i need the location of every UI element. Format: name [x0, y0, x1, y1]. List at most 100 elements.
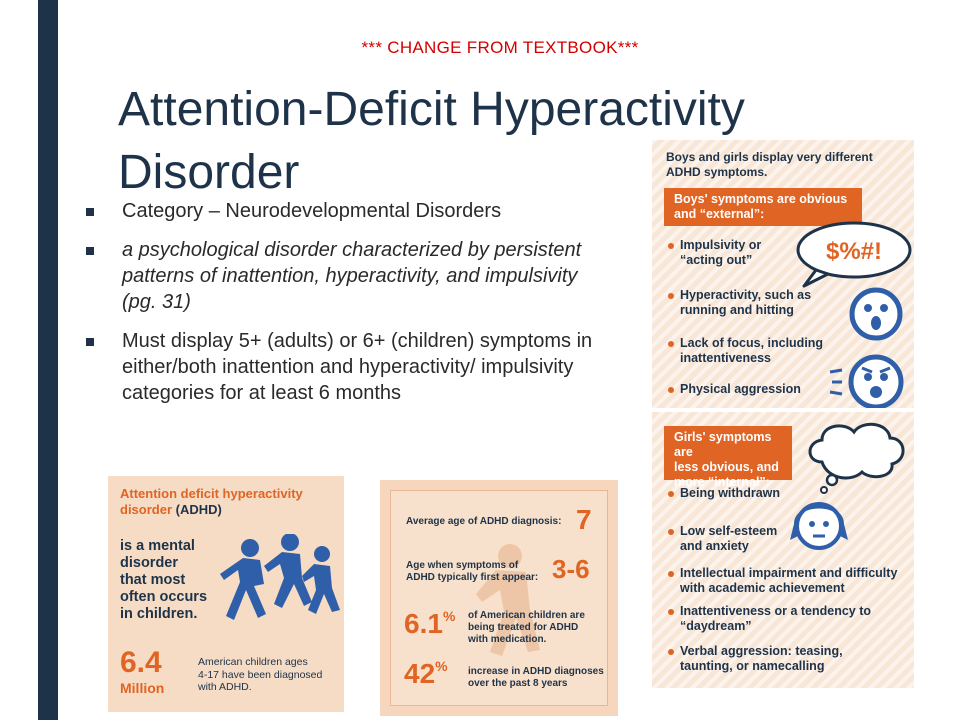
increase-value: 42	[404, 658, 436, 689]
boys-item: Impulsivity or “acting out”	[668, 238, 762, 268]
stat-line: with ADHD.	[198, 681, 252, 693]
faint-children-illustration	[476, 544, 540, 656]
increase-line: increase in ADHD diagnoses	[468, 666, 604, 677]
onset-line: ADHD typically first appear:	[406, 572, 539, 583]
bullet-text: Category – Neurodevelopmental Disorders	[122, 200, 502, 222]
item-line: Lack of focus, including	[680, 336, 824, 350]
symptoms-header: Boys and girls display very different AD…	[666, 150, 873, 180]
thought-cloud-icon	[808, 422, 905, 494]
increase-percent: 42%	[404, 658, 448, 690]
boys-box-text: Boys' symptoms are obvious and “external…	[674, 192, 847, 222]
girls-item: Intellectual impairment and difficulty wi…	[668, 566, 898, 596]
treated-line: being treated for ADHD	[468, 622, 579, 633]
heading-line-2: disorder	[120, 502, 176, 517]
girls-box: Girls' symptoms are less obvious, and mo…	[664, 426, 792, 489]
stat-description: American children ages 4-17 have been di…	[198, 656, 322, 694]
increase-unit: %	[435, 658, 448, 674]
worried-girl-face-icon	[790, 502, 848, 550]
onset-age-value: 3-6	[552, 554, 590, 584]
item-dot	[668, 571, 674, 577]
item-dot	[668, 293, 674, 299]
definition-line: is a mental	[120, 538, 195, 554]
boys-item: Physical aggression	[668, 382, 801, 397]
stats-frame	[390, 490, 608, 706]
definition-line: that most	[120, 572, 186, 588]
girls-item: Low self-esteem and anxiety	[668, 524, 778, 554]
boys-girls-symptoms-infographic: Boys and girls display very different AD…	[652, 140, 914, 688]
sidebar-bar	[38, 0, 58, 720]
item-dot	[668, 341, 674, 347]
title-line-2: Disorder	[118, 146, 300, 199]
girls-item: Inattentiveness or a tendency to “daydrea…	[668, 604, 871, 634]
treated-unit: %	[442, 608, 456, 624]
stat-line: American children ages	[198, 656, 308, 668]
avg-age-label: Average age of ADHD diagnosis:	[406, 516, 562, 527]
bullet-item: a psychological disorder characterized b…	[86, 237, 606, 315]
item-dot	[668, 529, 674, 535]
title-line-1: Attention-Deficit Hyperactivity	[118, 83, 745, 136]
increase-line: over the past 8 years	[468, 678, 568, 689]
bullet-marker	[86, 247, 94, 255]
item-line: Verbal aggression: teasing,	[680, 644, 843, 658]
item-line: Physical aggression	[680, 382, 801, 396]
item-dot	[668, 387, 674, 393]
onset-age-label: Age when symptoms of ADHD typically firs…	[406, 560, 538, 584]
bullet-item: Category – Neurodevelopmental Disorders	[86, 198, 606, 224]
heading-abbrev: (ADHD)	[175, 502, 222, 517]
avg-age-value: 7	[576, 504, 592, 535]
girls-box-line: less obvious, and	[674, 460, 779, 474]
bullet-marker	[86, 208, 94, 216]
item-dot	[668, 243, 674, 249]
item-line: “acting out”	[680, 253, 753, 267]
boys-item: Lack of focus, including inattentiveness	[668, 336, 824, 366]
header-line: Boys and girls display very different	[666, 150, 873, 164]
item-dot	[668, 491, 674, 497]
treated-line: of American children are	[468, 610, 585, 621]
bullet-list: Category – Neurodevelopmental Disorders …	[86, 198, 606, 419]
definition-line: often occurs	[120, 589, 208, 605]
item-line: Hyperactivity, such as	[680, 288, 812, 302]
girls-item: Being withdrawn	[668, 486, 780, 501]
boys-box: Boys' symptoms are obvious and “external…	[664, 188, 862, 226]
bullet-text: a psychological disorder characterized b…	[122, 239, 582, 313]
treated-line: with medication.	[468, 634, 547, 645]
boys-box-line: and “external”:	[674, 207, 765, 221]
section-divider	[652, 408, 914, 412]
running-children-illustration	[220, 534, 340, 620]
definition-text: is a mental disorder that most often occ…	[120, 538, 207, 623]
increase-description: increase in ADHD diagnoses over the past…	[468, 666, 604, 690]
item-line: and anxiety	[680, 539, 749, 553]
header-line: ADHD symptoms.	[666, 165, 768, 179]
item-line: running and hitting	[680, 303, 794, 317]
item-line: Low self-esteem	[680, 524, 778, 538]
definition-line: disorder	[120, 555, 179, 571]
girls-box-text: Girls' symptoms are less obvious, and mo…	[674, 430, 792, 490]
item-line: inattentiveness	[680, 351, 772, 365]
slide-title: Attention-Deficit Hyperactivity Disorder	[118, 78, 878, 204]
speech-text: $%#!	[826, 238, 882, 265]
definition-line: in children.	[120, 606, 198, 622]
item-line: with academic achievement	[680, 581, 845, 595]
item-line: taunting, or namecalling	[680, 659, 825, 673]
adhd-statistics-infographic: Average age of ADHD diagnosis: 7 Age whe…	[380, 480, 618, 716]
change-notice: *** CHANGE FROM TEXTBOOK***	[361, 38, 639, 57]
item-line: Impulsivity or	[680, 238, 762, 252]
item-dot	[668, 609, 674, 615]
heading-line-1: Attention deficit hyperactivity	[120, 486, 303, 501]
bullet-marker	[86, 338, 94, 346]
treated-percent: 6.1%	[404, 608, 455, 640]
speech-bubble-icon: $%#!	[796, 221, 912, 288]
bullet-item: Must display 5+ (adults) or 6+ (children…	[86, 328, 606, 406]
surprised-face-icon	[849, 287, 903, 341]
stat-value: 6.4	[120, 646, 162, 679]
item-line: “daydream”	[680, 619, 752, 633]
item-line: Being withdrawn	[680, 486, 780, 500]
bullet-text: Must display 5+ (adults) or 6+ (children…	[122, 330, 593, 404]
item-line: Intellectual impairment and difficulty	[680, 566, 898, 580]
girls-box-line: more “internal”:	[674, 475, 770, 489]
adhd-definition-infographic: Attention deficit hyperactivity disorder…	[108, 476, 344, 712]
boys-box-line: Boys' symptoms are obvious	[674, 192, 848, 206]
stat-line: 4-17 have been diagnosed	[198, 668, 323, 681]
boys-item: Hyperactivity, such as running and hittin…	[668, 288, 812, 318]
angry-face-icon	[829, 354, 904, 410]
